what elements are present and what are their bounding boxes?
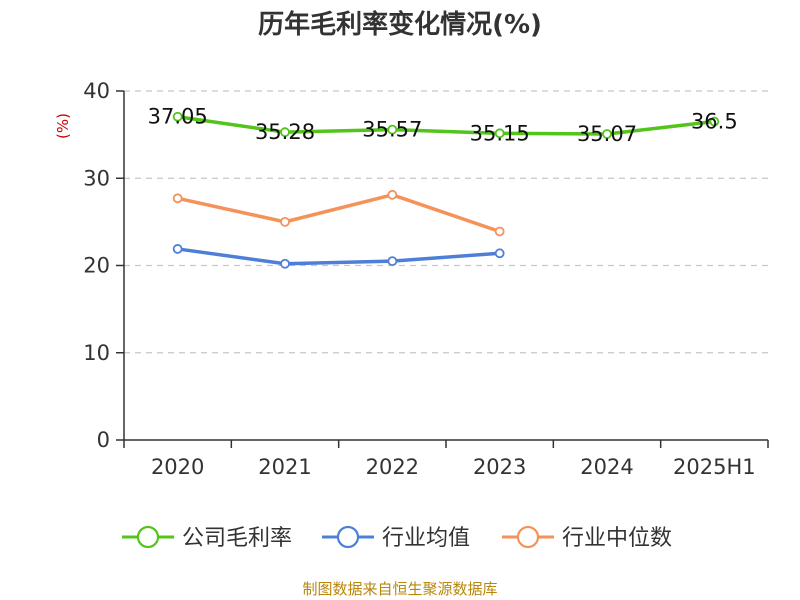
data-label-0-4: 35.07	[577, 122, 637, 146]
data-labels: 37.05 35.28 35.57 35.15 35.07 36.5	[148, 105, 738, 146]
data-point-1-2[interactable]	[387, 256, 398, 267]
data-point-0-3[interactable]	[494, 128, 505, 139]
y-tick-label-10: 10	[83, 341, 110, 365]
data-point-2-3[interactable]	[494, 226, 505, 237]
series-line-2[interactable]	[175, 193, 502, 234]
data-point-0-5[interactable]	[709, 116, 720, 127]
x-tick-label-2021: 2021	[258, 455, 311, 479]
x-tick-label-2024: 2024	[580, 455, 633, 479]
y-axis-unit: (%)	[54, 113, 72, 139]
legend-item-0[interactable]: 公司毛利率	[122, 525, 292, 551]
axes	[116, 90, 769, 448]
data-point-2-0[interactable]	[172, 193, 183, 204]
data-label-0-0: 37.05	[148, 105, 208, 129]
data-label-0-3: 35.15	[470, 121, 530, 145]
x-tick-label-2022: 2022	[366, 455, 419, 479]
y-tick-label-0: 0	[97, 428, 110, 452]
chart-title: 历年毛利率变化情况(%)	[258, 9, 542, 40]
data-point-2-1[interactable]	[280, 216, 290, 227]
y-tick-label-40: 40	[83, 79, 110, 103]
legend-label-1: 行业均值	[382, 526, 470, 551]
series-line-1[interactable]	[175, 247, 502, 266]
data-label-0-5: 36.5	[691, 110, 738, 134]
data-point-0-1[interactable]	[280, 127, 290, 138]
source-note: 制图数据来自恒生聚源数据库	[302, 580, 497, 598]
data-point-1-1[interactable]	[280, 258, 290, 269]
legend-label-2: 行业中位数	[562, 526, 672, 551]
x-tick-label-2020: 2020	[151, 455, 204, 479]
legend-label-0: 公司毛利率	[182, 526, 292, 551]
y-tick-label-20: 20	[83, 254, 110, 278]
data-label-0-2: 35.57	[362, 118, 422, 142]
data-point-0-2[interactable]	[387, 124, 398, 135]
legend-swatch-marker-2	[516, 525, 540, 549]
legend[interactable]: 公司毛利率 行业均值 行业中位数	[122, 525, 672, 551]
legend-item-2[interactable]: 行业中位数	[502, 525, 672, 551]
data-point-1-3[interactable]	[494, 248, 505, 259]
series-line-0[interactable]	[175, 114, 717, 136]
data-point-2-2[interactable]	[387, 189, 398, 200]
x-tick-label-2023: 2023	[473, 455, 526, 479]
tick-labels: 0 10 20 30 40 2020 2021 2022 2023 2024 2025H1	[83, 79, 755, 479]
legend-swatch-marker-0	[136, 525, 160, 549]
data-point-0-0[interactable]	[172, 111, 183, 122]
legend-item-1[interactable]: 行业均值	[322, 525, 470, 551]
data-point-0-4[interactable]	[602, 129, 612, 139]
legend-swatch-marker-1	[336, 525, 360, 549]
series-lines	[172, 111, 720, 269]
grid-lines	[124, 90, 768, 354]
data-point-1-0[interactable]	[172, 244, 183, 254]
x-tick-label-2025H1: 2025H1	[673, 455, 756, 479]
data-label-0-1: 35.28	[255, 120, 315, 144]
y-tick-label-30: 30	[83, 166, 110, 190]
